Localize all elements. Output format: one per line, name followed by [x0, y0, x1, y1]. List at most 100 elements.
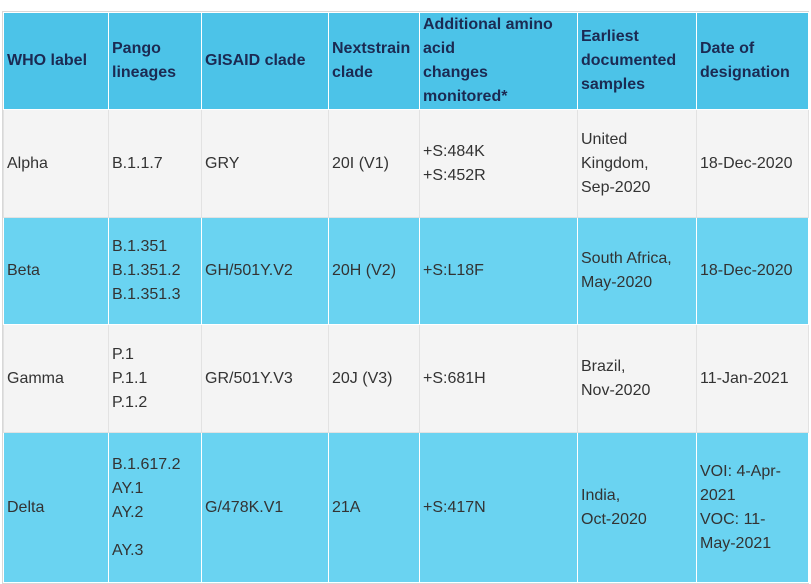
- cell-line: +S:L18F: [423, 262, 484, 279]
- table-row: Delta B.1.617.2 AY.1 AY.2 AY.3 G/478K.V1 21A +S…: [3, 432, 809, 583]
- cell-line: May-2020: [581, 274, 653, 291]
- cell-line: acid: [423, 40, 456, 57]
- table-cell: Brazil, Nov-2020: [577, 324, 697, 433]
- cell-line: Sep-2020: [581, 178, 651, 196]
- cell-line: United: [581, 130, 628, 148]
- table-container: WHO label Pango lineages GISAID clade Nextst…: [2, 11, 809, 584]
- cell-line: VOI: 4-Apr-: [700, 462, 781, 480]
- table-cell: +S:681H: [419, 324, 578, 433]
- cell-line: Nextstrain: [332, 40, 411, 57]
- table-cell: Gamma: [3, 324, 109, 433]
- cell-line: Oct-2020: [581, 510, 647, 528]
- cell-line: +S:417N: [423, 498, 486, 516]
- table-cell: 20H (V2): [328, 217, 420, 325]
- cell-line: Kingdom,: [581, 154, 649, 172]
- cell-line: B.1.1.7: [112, 154, 163, 172]
- table-cell: B.1.617.2 AY.1 AY.2 AY.3: [108, 432, 202, 583]
- cell-line: documented: [581, 52, 677, 69]
- table-cell: VOI: 4-Apr- 2021 VOC: 11- May-2021: [696, 432, 809, 583]
- cell-line: G/478K.V1: [205, 498, 284, 516]
- table-cell: 11-Jan-2021: [696, 324, 809, 433]
- table-cell: India, Oct-2020: [577, 432, 697, 583]
- cell-line: +S:484K: [423, 142, 485, 160]
- header-cell: WHO label: [3, 12, 109, 110]
- table-cell: United Kingdom, Sep-2020: [577, 109, 697, 218]
- cell-line: samples: [581, 76, 646, 93]
- cell-line: P.1.2: [112, 393, 148, 411]
- table-cell: P.1 P.1.1 P.1.2: [108, 324, 202, 433]
- table-cell: +S:417N: [419, 432, 578, 583]
- table-cell: 20I (V1): [328, 109, 420, 218]
- cell-line: Date of: [700, 40, 755, 57]
- table-row: Gamma P.1 P.1.1 P.1.2 GR/501Y.V3 20J (V3) +S:6…: [3, 324, 809, 433]
- table-body: Alpha B.1.1.7 GRY 20I (V1) +S:484K +S:452R Uni…: [3, 109, 809, 583]
- table-cell: South Africa, May-2020: [577, 217, 697, 325]
- cell-line: 18-Dec-2020: [700, 154, 793, 172]
- cell-line: P.1.1: [112, 369, 148, 387]
- cell-line: Additional amino: [423, 16, 553, 33]
- table-cell: 18-Dec-2020: [696, 109, 809, 218]
- cell-line: AY.2: [112, 503, 144, 521]
- table-cell: Delta: [3, 432, 109, 583]
- cell-line: Pango: [112, 40, 161, 57]
- cell-line: clade: [332, 64, 373, 81]
- cell-line: 20H (V2): [332, 262, 397, 279]
- header-cell: Nextstrain clade: [328, 12, 420, 110]
- header-cell: Earliest documented samples: [577, 12, 697, 110]
- cell-line: Beta: [7, 262, 40, 279]
- cell-line: B.1.351.3: [112, 286, 181, 303]
- cell-line: +S:452R: [423, 166, 486, 184]
- table-cell: G/478K.V1: [201, 432, 329, 583]
- cell-line: 20J (V3): [332, 369, 393, 387]
- table-cell: GR/501Y.V3: [201, 324, 329, 433]
- table-row: Beta B.1.351 B.1.351.2 B.1.351.3 GH/501Y.V2 2…: [3, 217, 809, 325]
- cell-line: Alpha: [7, 154, 48, 172]
- cell-line: AY.1: [112, 479, 144, 497]
- cell-line: B.1.351: [112, 238, 168, 255]
- header-cell: Additional amino acid changes monitored*: [419, 12, 578, 110]
- cell-line: 11-Jan-2021: [700, 369, 789, 387]
- header-cell: GISAID clade: [201, 12, 329, 110]
- cell-line: AY.3: [112, 541, 144, 559]
- table-cell: B.1.351 B.1.351.2 B.1.351.3: [108, 217, 202, 325]
- cell-line: 18-Dec-2020: [700, 262, 793, 279]
- cell-line: B.1.617.2: [112, 455, 181, 473]
- cell-line: Gamma: [7, 369, 64, 387]
- cell-line: GISAID clade: [205, 52, 306, 69]
- table-cell: +S:484K +S:452R: [419, 109, 578, 218]
- table-cell: 20J (V3): [328, 324, 420, 433]
- cell-line: P.1: [112, 345, 134, 363]
- cell-line: VOC: 11-: [700, 510, 766, 528]
- cell-line: 21A: [332, 498, 361, 516]
- header-cell: Date of designation: [696, 12, 809, 110]
- cell-line: Delta: [7, 498, 45, 516]
- cell-line: WHO label: [7, 52, 88, 69]
- table-cell: Alpha: [3, 109, 109, 218]
- table-cell: +S:L18F: [419, 217, 578, 325]
- table-row: Alpha B.1.1.7 GRY 20I (V1) +S:484K +S:452R Uni…: [3, 109, 809, 218]
- cell-line: changes monitored*: [423, 64, 508, 105]
- cell-line: 2021: [700, 486, 736, 504]
- cell-line: +S:681H: [423, 369, 486, 387]
- cell-line: South Africa,: [581, 250, 672, 267]
- table-cell: 18-Dec-2020: [696, 217, 809, 325]
- cell-line: Brazil,: [581, 357, 626, 375]
- header-row: WHO label Pango lineages GISAID clade Nextst…: [3, 12, 809, 110]
- table-cell: GRY: [201, 109, 329, 218]
- table-cell: GH/501Y.V2: [201, 217, 329, 325]
- header-cell: Pango lineages: [108, 12, 202, 110]
- cell-line: 20I (V1): [332, 154, 389, 172]
- cell-line: India,: [581, 486, 621, 504]
- table-cell: Beta: [3, 217, 109, 325]
- cell-line: B.1.351.2: [112, 262, 181, 279]
- variants-table: WHO label Pango lineages GISAID clade Nextst…: [3, 12, 809, 583]
- cell-line: Nov-2020: [581, 381, 651, 399]
- cell-line: designation: [700, 64, 790, 81]
- table-cell: B.1.1.7: [108, 109, 202, 218]
- cell-line: GRY: [205, 154, 240, 172]
- table-cell: 21A: [328, 432, 420, 583]
- cell-line: May-2021: [700, 534, 772, 552]
- cell-line: GH/501Y.V2: [205, 262, 293, 279]
- cell-line: lineages: [112, 64, 177, 81]
- cell-line: GR/501Y.V3: [205, 369, 293, 387]
